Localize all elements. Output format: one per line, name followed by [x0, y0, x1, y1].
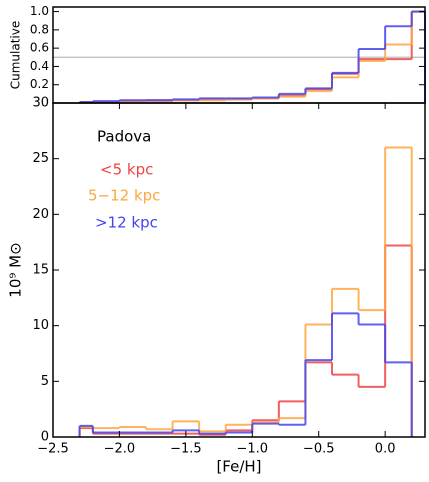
legend-label: 5−12 kpc — [88, 187, 160, 205]
y-tick-label: 0 — [41, 430, 49, 445]
y-tick-label: 0.8 — [30, 22, 49, 36]
x-tick-label: −1.5 — [170, 442, 202, 457]
y-tick-label: 30 — [32, 96, 49, 111]
y-tick-label: 0.6 — [30, 41, 49, 55]
x-tick-label: −2.0 — [104, 442, 136, 457]
annotation: Padova — [97, 128, 151, 146]
y-tick-label: 0.4 — [30, 59, 49, 73]
y-axis-label: Cumulative — [9, 21, 23, 90]
y-tick-label: 5 — [41, 374, 49, 389]
x-tick-label: −1.0 — [236, 442, 268, 457]
y-tick-label: 1.0 — [30, 4, 49, 18]
x-tick-label: 0.0 — [375, 442, 396, 457]
legend-label: <5 kpc — [100, 161, 153, 179]
y-axis-label: 10⁹ M⊙ — [7, 242, 25, 297]
y-tick-label: 15 — [32, 263, 49, 278]
y-tick-label: 25 — [32, 151, 49, 166]
y-tick-label: 0.2 — [30, 77, 49, 91]
x-tick-label: −2.5 — [37, 442, 69, 457]
plot-frame — [52, 6, 426, 104]
y-tick-label: 10 — [32, 318, 49, 333]
x-tick-label: −0.5 — [303, 442, 335, 457]
legend-label: >12 kpc — [95, 214, 158, 232]
x-axis-label: [Fe/H] — [216, 458, 261, 476]
y-tick-label: 20 — [32, 207, 49, 222]
